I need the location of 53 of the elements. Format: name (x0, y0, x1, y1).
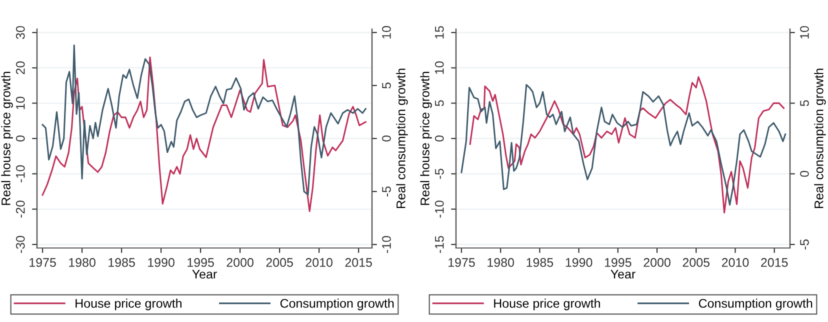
y2-tick-label: -10 (382, 236, 391, 253)
y2-tick-label: 10 (800, 26, 809, 39)
y-axis-title: Real house price growth (1, 72, 13, 205)
legend-label: House price growth (494, 298, 600, 310)
y2-tick-label: 0 (382, 136, 391, 142)
x-tick-label: 1975 (30, 258, 56, 267)
y-tick-label: -5 (435, 168, 444, 179)
y-tick-label: 5 (435, 100, 444, 106)
y-tick-label: -10 (434, 200, 444, 218)
y2-tick-label: 10 (382, 26, 391, 38)
y-axis-title: Real house price growth (420, 72, 432, 205)
y-tick-label: 15 (435, 26, 444, 39)
x-tick-label: 1985 (108, 258, 135, 267)
y-tick-label: 20 (16, 61, 25, 74)
x-tick-label: 1980 (488, 258, 514, 267)
y2-tick-label: 0 (800, 170, 809, 177)
y-tick-label: 0 (434, 136, 444, 142)
x-tick-label: 2005 (682, 258, 710, 267)
x-tick-label: 1995 (604, 258, 632, 267)
x-tick-label: 1985 (526, 258, 554, 267)
y2-axis-title: Real consumption growth (396, 68, 408, 208)
y-tick-label: 30 (16, 26, 25, 40)
x-axis-title: Year (610, 270, 636, 279)
y-tick-label: -20 (16, 200, 25, 218)
legend-label: House price growth (76, 298, 182, 310)
y-tick-label: -10 (16, 165, 25, 182)
y-tick-label: 0 (16, 136, 25, 142)
x-tick-label: 2005 (266, 258, 293, 267)
x-tick-label: 1995 (188, 258, 214, 267)
legend-label: Consumption growth (280, 298, 394, 310)
x-tick-label: 2000 (226, 258, 254, 267)
y-tick-label: -15 (435, 236, 444, 253)
x-tick-label: 2010 (306, 258, 332, 267)
x-tick-label: 2010 (722, 258, 749, 267)
line-series (42, 56, 366, 212)
x-tick-label: 1980 (69, 258, 96, 267)
x-tick-label: 2015 (761, 258, 788, 267)
y-tick-label: -30 (16, 236, 25, 253)
y2-tick-label: -5 (800, 239, 809, 250)
x-tick-label: 1990 (566, 258, 592, 267)
y-tick-label: 10 (16, 96, 25, 110)
y2-tick-label: 5 (800, 100, 809, 106)
x-tick-label: 1975 (448, 258, 475, 267)
y2-axis-title: Real consumption growth (814, 68, 826, 208)
x-tick-label: 2015 (345, 258, 372, 267)
y2-tick-label: 5 (382, 82, 391, 88)
x-tick-label: 1990 (148, 258, 174, 267)
x-tick-label: 2000 (644, 258, 670, 267)
x-axis-title: Year (192, 270, 217, 279)
legend-label: Consumption growth (698, 298, 812, 310)
line-series (42, 44, 366, 196)
y2-tick-label: -5 (382, 186, 391, 197)
y-tick-label: 10 (434, 61, 444, 74)
